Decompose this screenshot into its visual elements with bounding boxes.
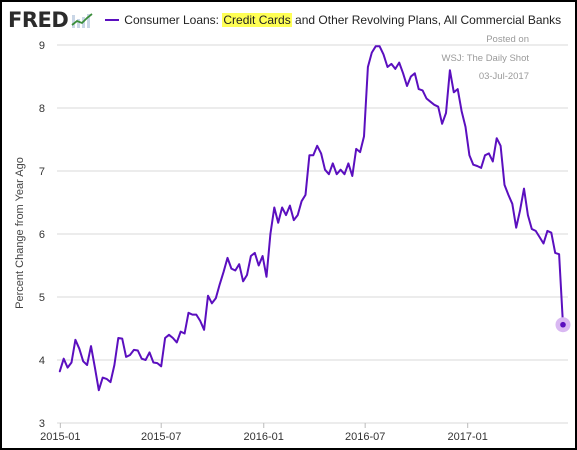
x-axis-ticks: 2015-01 2015-07 2016-01 2016-07 2017-01: [40, 423, 488, 443]
series-title-highlight: Credit Cards: [222, 13, 292, 27]
watermark-posted-on: Posted on: [486, 34, 529, 45]
y-tick-label: 9: [39, 40, 45, 52]
legend-swatch: [105, 19, 120, 21]
gridlines: [57, 44, 568, 424]
chart-header: FRED Consumer Loans: Credit Cards and Ot…: [8, 6, 561, 34]
watermark-date: 03-Jul-2017: [478, 71, 529, 82]
y-tick-label: 6: [39, 229, 45, 241]
fred-logo[interactable]: FRED: [8, 8, 69, 32]
last-point-marker[interactable]: [560, 321, 566, 328]
series-title[interactable]: Consumer Loans: Credit Cards and Other R…: [124, 13, 561, 27]
y-tick-label: 7: [39, 166, 45, 178]
x-tick-label: 2015-07: [141, 431, 181, 443]
series-title-prefix: Consumer Loans:: [124, 13, 223, 27]
y-tick-label: 3: [39, 418, 45, 430]
y-axis-ticks: 3 4 5 6 7 8 9: [39, 40, 45, 430]
y-axis-label: Percent Change from Year Ago: [14, 157, 26, 309]
y-tick-label: 5: [39, 292, 45, 304]
series-line-credit-cards[interactable]: [58, 45, 564, 392]
series-title-suffix: and Other Revolving Plans, All Commercia…: [291, 13, 562, 27]
x-tick-label: 2017-01: [448, 431, 488, 443]
x-tick-label: 2015-01: [40, 431, 80, 443]
watermark-source: WSJ: The Daily Shot: [441, 52, 529, 64]
fred-line-chart-icon: [71, 13, 93, 28]
x-tick-label: 2016-07: [345, 431, 385, 443]
y-tick-label: 8: [39, 103, 45, 115]
x-tick-label: 2016-01: [244, 431, 284, 443]
watermark: Posted on WSJ: The Daily Shot 03-Jul-201…: [442, 31, 529, 87]
y-tick-label: 4: [39, 355, 45, 367]
